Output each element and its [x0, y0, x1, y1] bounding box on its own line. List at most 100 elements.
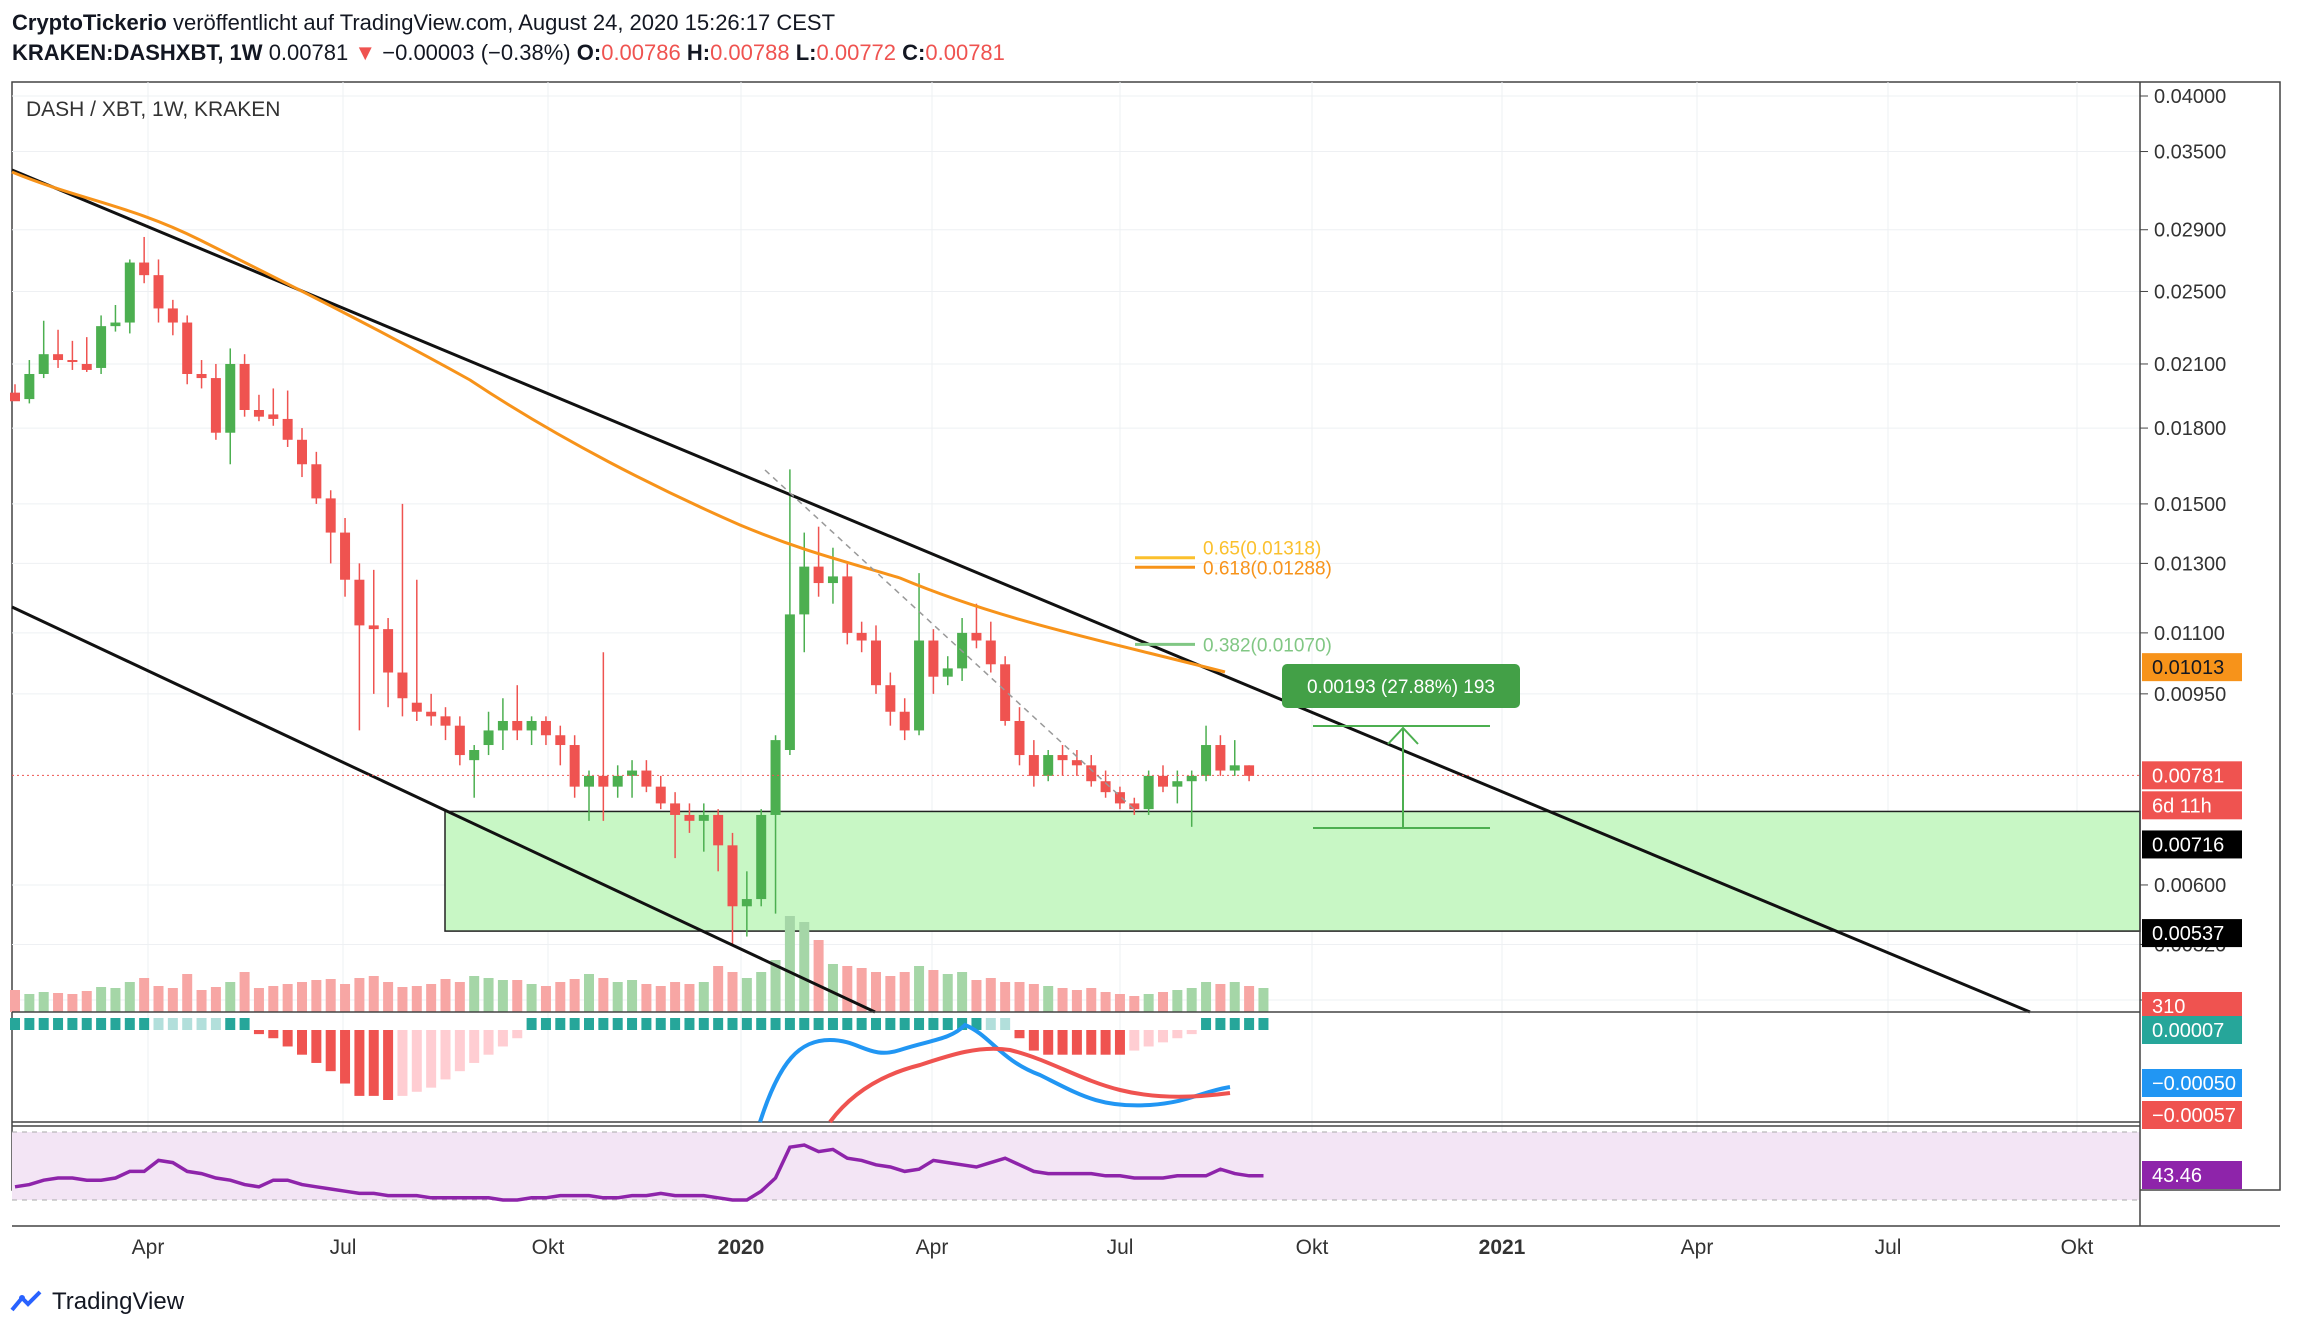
x-tick-label: Okt: [532, 1236, 565, 1259]
volume-bar: [741, 978, 752, 1012]
macd-hist-bar: [985, 1018, 996, 1030]
candle-body: [584, 775, 594, 787]
macd-hist-bar: [1000, 1018, 1011, 1030]
candle-body: [540, 720, 551, 736]
ma-value-badge: 0.01013: [2152, 657, 2224, 679]
candle-body: [311, 464, 322, 499]
macd-hist-bar: [641, 1018, 652, 1030]
volume-bar: [899, 972, 910, 1012]
volume-bar: [1114, 994, 1125, 1012]
zone-bottom-badge: 0.00537: [2152, 923, 2224, 945]
candle-body: [598, 775, 609, 787]
macd-hist-bar: [584, 1018, 594, 1030]
x-tick-label: Apr: [916, 1236, 949, 1259]
macd-hist-bar: [1086, 1030, 1097, 1055]
last-price-badge-box: [2142, 761, 2242, 790]
candle-body: [756, 814, 767, 900]
macd-hist-bar: [655, 1018, 666, 1030]
support-zone: [444, 810, 2141, 932]
candle-body: [627, 770, 638, 776]
volume-badge-box: [2142, 992, 2242, 1020]
macd-hist-bar: [469, 1030, 480, 1063]
volume-bar: [942, 974, 953, 1012]
macd-hist-bar: [770, 1018, 781, 1030]
volume-bar: [799, 922, 810, 1012]
volume-bar: [1014, 982, 1025, 1012]
macd-value-badge-box: [2142, 1069, 2242, 1097]
volume-bar: [1158, 992, 1168, 1012]
publisher-name[interactable]: CryptoTickerio: [12, 10, 167, 35]
candle-body: [727, 845, 738, 907]
x-tick-label: Apr: [1681, 1236, 1714, 1259]
candle-body: [397, 672, 408, 699]
candle-body: [253, 409, 264, 417]
candle-body: [1158, 775, 1168, 787]
volume-bar: [96, 987, 107, 1012]
candle-body: [225, 363, 236, 433]
macd-hist-bar: [411, 1030, 422, 1092]
candle-body: [569, 745, 580, 787]
macd-hist-bar: [368, 1030, 379, 1096]
volume-bar: [282, 984, 293, 1012]
macd-hist-badge-box: [2142, 1016, 2242, 1044]
volume-bar: [411, 986, 422, 1012]
macd-hist-bar: [454, 1030, 465, 1072]
volume-bar: [297, 982, 307, 1012]
macd-hist-bar: [627, 1018, 638, 1030]
candle-body: [1014, 720, 1025, 756]
macd-hist-bar: [526, 1018, 537, 1030]
tradingview-logo-icon: [10, 1290, 42, 1312]
measure-arrow-head: [1387, 726, 1419, 745]
macd-hist-bar: [856, 1018, 867, 1030]
volume-bar: [971, 980, 982, 1012]
y-tick-label: 0.01300: [2154, 553, 2226, 575]
macd-hist-bar: [153, 1018, 164, 1030]
brand-name[interactable]: TradingView: [52, 1288, 185, 1315]
macd-hist-bar: [139, 1018, 150, 1030]
macd-hist-bar: [10, 1018, 20, 1030]
volume-bar: [1028, 984, 1039, 1012]
candle-body: [684, 814, 695, 821]
macd-hist-bar: [555, 1018, 566, 1030]
candle-body: [497, 720, 508, 731]
volume-bar: [268, 986, 279, 1012]
volume-bar: [670, 982, 681, 1012]
close-value: 0.00781: [925, 40, 1005, 65]
chart-overlays: 0.382(0.01070) 0.618(0.01288)0.65(0.01318…: [11, 168, 2140, 1014]
candle-body: [784, 614, 795, 751]
macd-hist-bar: [210, 1018, 221, 1030]
macd-hist-bar: [1100, 1030, 1111, 1055]
macd-hist-bar: [1229, 1018, 1240, 1030]
x-tick-label: Okt: [2061, 1236, 2094, 1259]
candle-body: [483, 730, 494, 746]
chart-header: CryptoTickerio veröffentlicht auf Tradin…: [12, 8, 1005, 68]
candle-body: [1057, 755, 1068, 761]
candle-body: [871, 640, 881, 686]
volume-bar: [985, 978, 996, 1012]
open-label: O:: [576, 40, 602, 65]
countdown-badge: 6d 11h: [2152, 795, 2212, 817]
volume-bar: [856, 968, 867, 1012]
fib-level-label: 0.65(0.01318): [1203, 539, 1321, 560]
candle-body: [641, 770, 652, 787]
volume-bar: [1172, 990, 1183, 1012]
macd-hist-bar: [253, 1030, 264, 1035]
volume-bar: [1000, 982, 1011, 1012]
macd-hist-bar: [268, 1030, 279, 1039]
volume-bar: [957, 972, 968, 1012]
x-tick-label: Jul: [1107, 1236, 1134, 1259]
candle-body: [81, 363, 92, 370]
macd-hist-bar: [340, 1030, 351, 1084]
macd-hist-bar: [813, 1018, 824, 1030]
candle-body: [10, 392, 20, 402]
y-tick-label: 0.00950: [2154, 684, 2226, 706]
volume-bar: [569, 979, 580, 1012]
candle-body: [670, 803, 681, 815]
macd-hist-bar: [110, 1018, 121, 1030]
y-tick-label: 0.04000: [2154, 86, 2226, 108]
macd-pane: [10, 1011, 2140, 1124]
volume-bar: [584, 974, 594, 1012]
macd-hist-bar: [325, 1030, 336, 1072]
candle-body: [856, 632, 867, 641]
